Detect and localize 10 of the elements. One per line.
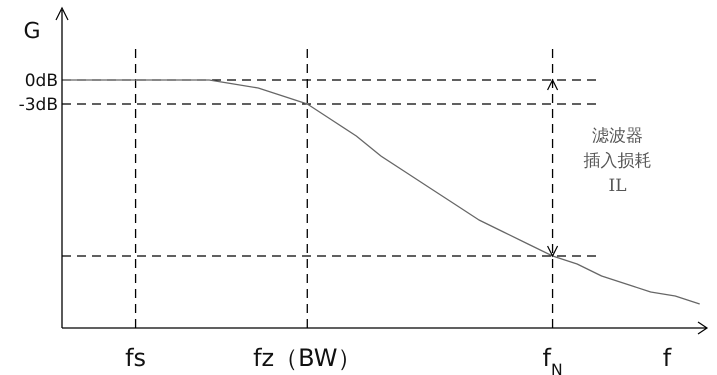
x-tick-label: fs xyxy=(125,344,146,372)
y-tick-label: 0dB xyxy=(24,71,58,91)
annotation: 滤波器 xyxy=(592,126,644,146)
annotation: 插入损耗 xyxy=(584,151,652,171)
x-tick-label: f$_{N}$ xyxy=(542,344,563,375)
annotation: IL xyxy=(608,176,627,196)
y-tick-label: -3dB xyxy=(18,95,58,115)
x-tick-label: fz（BW） xyxy=(253,344,362,372)
y-axis-title: G xyxy=(23,19,41,44)
x-axis-title: f xyxy=(662,344,672,372)
